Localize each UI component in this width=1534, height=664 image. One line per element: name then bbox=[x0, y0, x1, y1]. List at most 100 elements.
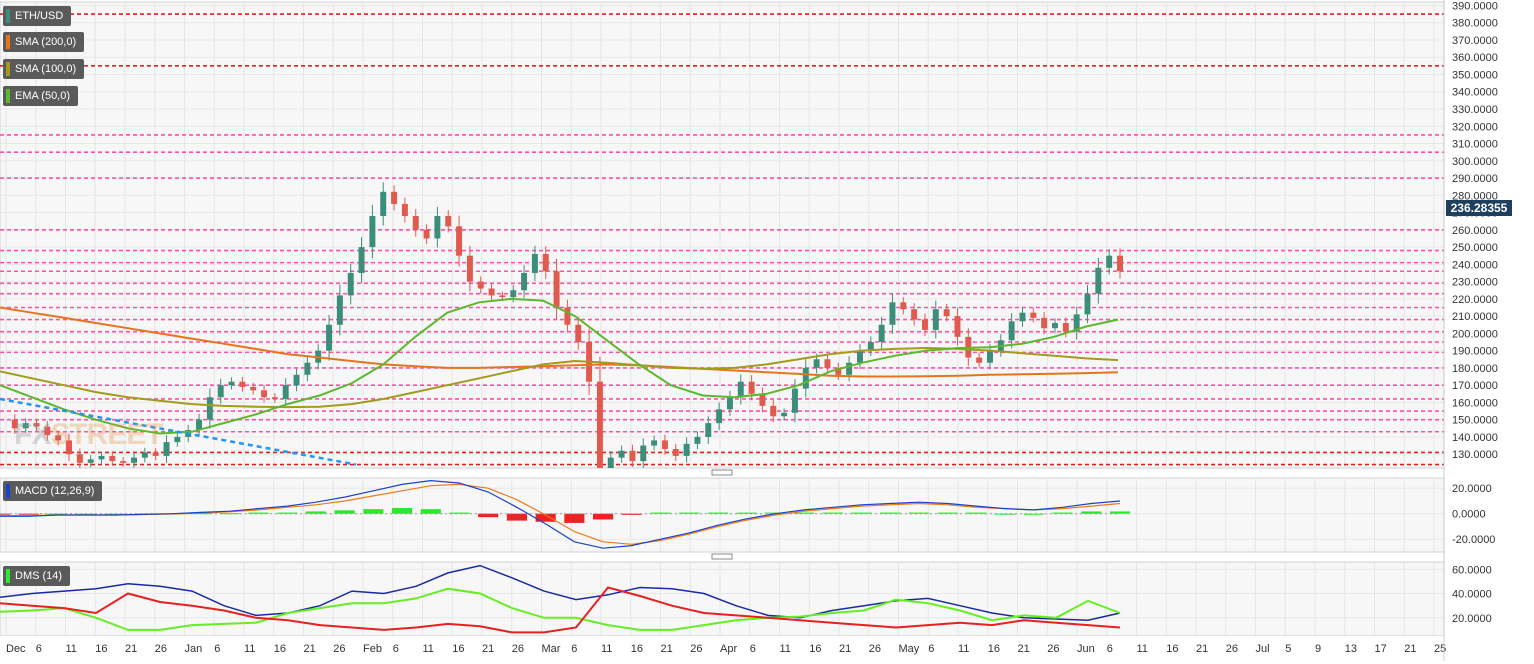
candle-body bbox=[824, 359, 831, 368]
macd-histogram-bar bbox=[305, 511, 326, 514]
date-label: 26 bbox=[512, 643, 524, 655]
date-label: 6 bbox=[393, 643, 399, 655]
candle-body bbox=[1052, 323, 1058, 329]
legend-sma-200[interactable]: SMA (200,0) bbox=[3, 32, 85, 52]
candle-body bbox=[434, 216, 441, 239]
candle-body bbox=[174, 436, 181, 443]
date-label: Jun bbox=[1077, 643, 1095, 655]
candle-body bbox=[900, 302, 907, 310]
candle-body bbox=[11, 419, 18, 429]
candle-body bbox=[271, 397, 278, 399]
candle-body bbox=[163, 442, 170, 456]
date-label: 6 bbox=[1107, 643, 1113, 655]
macd-histogram-bar bbox=[564, 513, 585, 523]
candle-body bbox=[391, 191, 398, 204]
candle-body bbox=[889, 302, 896, 325]
y-tick-label: 370.0000 bbox=[1452, 35, 1498, 47]
y-tick-label: 0.0000 bbox=[1452, 509, 1486, 521]
date-label: 11 bbox=[958, 643, 969, 655]
candle-body bbox=[618, 450, 625, 458]
date-label: 26 bbox=[155, 643, 167, 655]
candle-body bbox=[954, 316, 961, 337]
panel-main-background bbox=[0, 1, 1445, 469]
dms-adx-line bbox=[0, 564, 1121, 621]
macd-histogram-bar bbox=[535, 513, 556, 522]
candle-body bbox=[1084, 293, 1091, 315]
macd-histogram-bar bbox=[478, 513, 499, 518]
candle-body bbox=[856, 350, 863, 363]
candle-body bbox=[846, 362, 853, 375]
date-label: 26 bbox=[869, 643, 881, 655]
macd-histogram-bar bbox=[908, 512, 930, 514]
candle-body bbox=[672, 449, 679, 456]
candle-body bbox=[1106, 255, 1113, 268]
y-tick-label: 280.0000 bbox=[1452, 190, 1498, 202]
y-tick-label: 300.0000 bbox=[1452, 156, 1498, 168]
date-label: 26 bbox=[333, 643, 345, 655]
date-label: Dec bbox=[6, 643, 26, 655]
candle-body bbox=[282, 385, 289, 399]
candle-body bbox=[1041, 317, 1048, 329]
candle-body bbox=[683, 443, 690, 456]
candle-body bbox=[239, 381, 246, 387]
candle-body bbox=[943, 309, 950, 317]
candle-body bbox=[217, 385, 224, 398]
legend-sma-100[interactable]: SMA (100,0) bbox=[3, 59, 85, 79]
candle-body bbox=[521, 272, 528, 291]
candle-body bbox=[206, 397, 213, 420]
date-label: Mar bbox=[542, 643, 561, 655]
candle-body bbox=[1073, 314, 1080, 332]
legend-macd[interactable]: MACD (12,26,9) bbox=[3, 481, 103, 501]
macd-histogram-bar bbox=[1109, 511, 1131, 514]
candle-body bbox=[737, 381, 744, 398]
macd-histogram-bar bbox=[18, 513, 39, 515]
y-tick-label: 250.0000 bbox=[1452, 242, 1498, 254]
y-tick-label: 150.0000 bbox=[1452, 415, 1498, 427]
macd-histogram-bar bbox=[1023, 513, 1044, 515]
macd-histogram-bar bbox=[794, 512, 815, 514]
macd-histogram-bar bbox=[47, 513, 68, 515]
candle-body bbox=[607, 457, 614, 468]
macd-histogram-bar bbox=[707, 512, 728, 514]
candle-body bbox=[932, 309, 939, 330]
candle-body bbox=[510, 290, 517, 298]
candle-body bbox=[921, 319, 928, 330]
y-tick-label: 320.0000 bbox=[1452, 121, 1498, 133]
trendline-dashed bbox=[0, 397, 357, 466]
candle-body bbox=[22, 423, 29, 429]
date-label: 21 bbox=[482, 643, 494, 655]
date-label: 21 bbox=[304, 643, 316, 655]
candle-body bbox=[987, 350, 993, 363]
candle-body bbox=[748, 381, 755, 394]
y-tick-label: 170.0000 bbox=[1452, 380, 1498, 392]
candle-body bbox=[1095, 267, 1102, 294]
y-tick-label: 290.0000 bbox=[1452, 173, 1498, 185]
date-label: Jan bbox=[185, 643, 203, 655]
candle-body bbox=[326, 324, 333, 351]
candle-body bbox=[781, 412, 788, 417]
candle-body bbox=[423, 229, 430, 239]
date-label: 11 bbox=[244, 643, 255, 655]
date-label: 6 bbox=[928, 643, 934, 655]
current-price-tag: 236.28355 bbox=[1446, 200, 1512, 216]
legend-dms[interactable]: DMS (14) bbox=[3, 566, 71, 586]
candle-body bbox=[141, 452, 148, 458]
candle-body bbox=[651, 440, 658, 446]
candle-body bbox=[412, 216, 419, 230]
dms-di-plus-line bbox=[0, 587, 1121, 631]
date-label: 16 bbox=[809, 643, 821, 655]
candle-body bbox=[196, 419, 203, 431]
macd-histogram-bar bbox=[880, 512, 901, 514]
candle-body bbox=[716, 409, 723, 424]
legend-eth-usd[interactable]: ETH/USD bbox=[3, 6, 72, 26]
date-label: Apr bbox=[720, 643, 737, 655]
sma-100-line bbox=[0, 346, 1119, 409]
legend-ema-50[interactable]: EMA (50,0) bbox=[3, 86, 79, 106]
candle-body bbox=[304, 362, 311, 375]
date-label: Jul bbox=[1256, 643, 1270, 655]
candle-body bbox=[553, 271, 560, 308]
y-tick-label: -20.0000 bbox=[1452, 534, 1495, 546]
candle-body bbox=[152, 452, 159, 456]
candle-body bbox=[261, 390, 268, 398]
